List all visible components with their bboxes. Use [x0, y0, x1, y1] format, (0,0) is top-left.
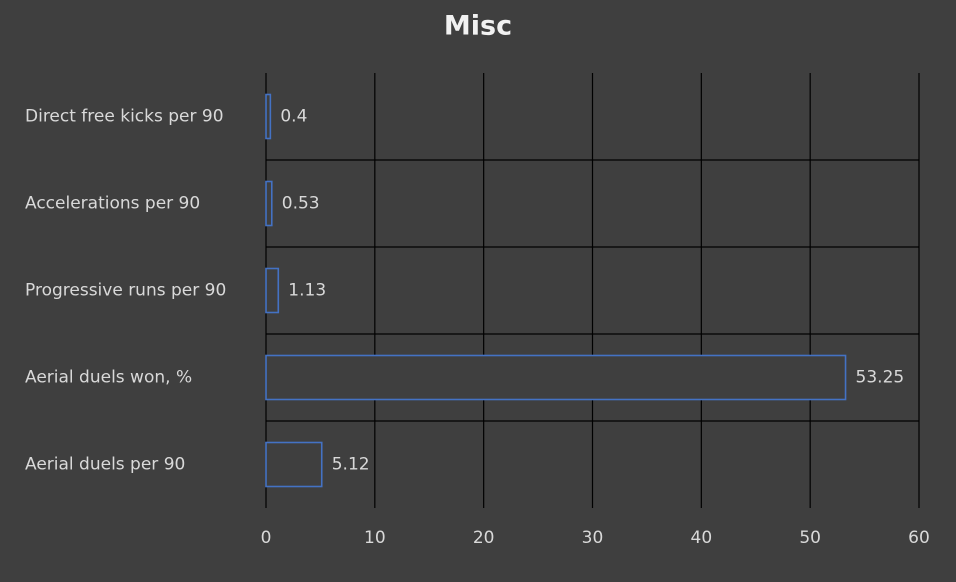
x-tick-label: 0	[261, 528, 272, 548]
x-tick-label: 10	[364, 528, 386, 548]
value-label: 53.25	[856, 368, 905, 388]
bar	[265, 267, 280, 314]
y-tick-label: Progressive runs per 90	[25, 281, 226, 301]
bar	[265, 93, 272, 140]
bar	[265, 441, 323, 488]
x-tick-label: 60	[908, 528, 930, 548]
x-tick-label: 50	[799, 528, 821, 548]
bar	[265, 180, 273, 227]
x-tick-label: 40	[691, 528, 713, 548]
y-tick-label: Aerial duels won, %	[25, 368, 192, 388]
y-tick-label: Aerial duels per 90	[25, 455, 185, 475]
value-label: 0.53	[282, 194, 320, 214]
chart-title: Misc	[444, 11, 512, 42]
y-tick-label: Direct free kicks per 90	[25, 107, 224, 127]
value-label: 5.12	[332, 455, 370, 475]
value-label: 1.13	[288, 281, 326, 301]
y-tick-label: Accelerations per 90	[25, 194, 200, 214]
bar	[265, 354, 847, 401]
x-tick-label: 30	[582, 528, 604, 548]
x-tick-label: 20	[473, 528, 495, 548]
value-label: 0.4	[280, 107, 307, 127]
